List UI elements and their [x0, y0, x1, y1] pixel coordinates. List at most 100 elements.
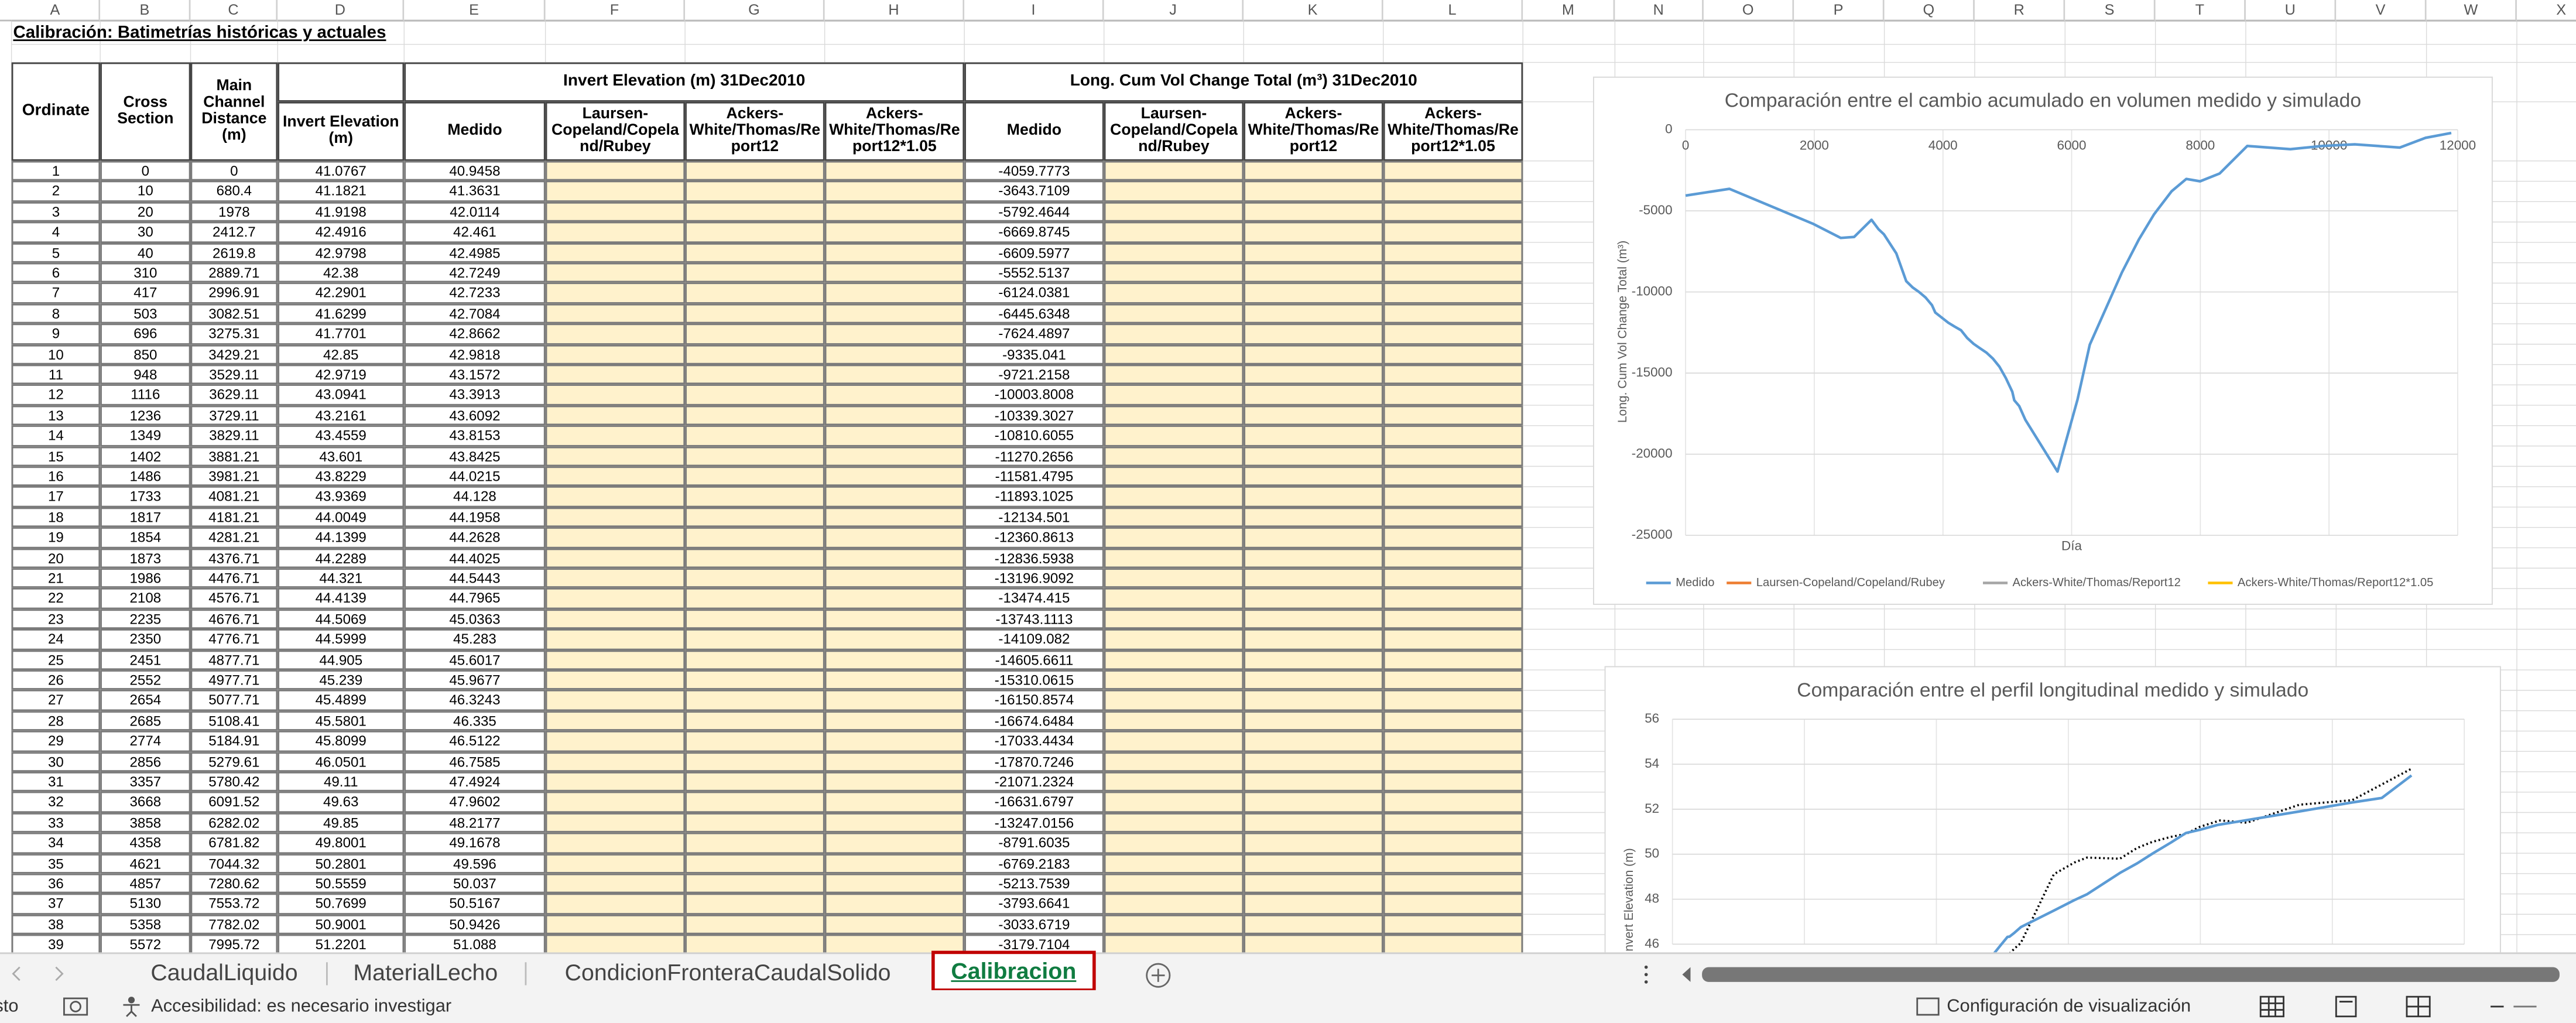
- table-cell: 46.335: [404, 710, 546, 731]
- table-cell: 42.8662: [404, 323, 546, 344]
- sheet-tab[interactable]: CondicionFronteraCaudalSolido: [564, 959, 891, 986]
- sheet-tab[interactable]: Calibracion: [931, 950, 1096, 992]
- table-cell: 5358: [100, 914, 191, 935]
- normal-view[interactable]: [2259, 995, 2284, 1018]
- prev-sheet[interactable]: [12, 966, 20, 981]
- y-axis-label: Invert Elevation (m): [1622, 848, 1636, 954]
- empty-cell: [824, 548, 965, 569]
- table-cell: 1486: [100, 466, 191, 487]
- table-cell: 3881.21: [190, 446, 278, 467]
- next-sheet[interactable]: [55, 966, 64, 981]
- empty-cell: [1383, 710, 1523, 731]
- table-cell: -10003.8008: [964, 385, 1104, 406]
- table-cell: -21071.2324: [964, 771, 1104, 792]
- empty-cell: [1104, 507, 1244, 528]
- empty-cell: [1244, 385, 1383, 406]
- empty-cell: [545, 262, 686, 283]
- empty-cell: [685, 405, 825, 426]
- empty-cell: [824, 588, 965, 609]
- table-cell: 44.1958: [404, 507, 546, 528]
- empty-cell: [1244, 894, 1383, 915]
- empty-cell: [1104, 548, 1244, 569]
- table-cell: 3: [11, 201, 101, 223]
- legend-label: Laursen-Copeland/Copeland/Rubey: [1756, 576, 1945, 589]
- view-settings-icon[interactable]: [1916, 997, 1942, 1018]
- table-cell: 3529.11: [190, 364, 278, 385]
- empty-cell: [685, 935, 825, 955]
- y-tick-label: 46: [1645, 936, 1659, 950]
- page-break-view[interactable]: [2406, 995, 2431, 1018]
- empty-cell: [545, 568, 686, 589]
- empty-cell: [824, 446, 965, 467]
- table-cell: 2108: [100, 588, 191, 609]
- column-letter: K: [1244, 0, 1383, 22]
- table-cell: 41.9198: [278, 201, 405, 223]
- empty-cell: [1104, 649, 1244, 670]
- empty-cell: [1104, 385, 1244, 406]
- column-header: Medido: [964, 101, 1104, 161]
- empty-cell: [1383, 446, 1523, 467]
- empty-cell: [1244, 731, 1383, 752]
- empty-cell: [545, 649, 686, 670]
- scroll-left[interactable]: [1682, 967, 1691, 982]
- add-sheet[interactable]: [1146, 963, 1171, 988]
- empty-cell: [685, 731, 825, 752]
- empty-cell: [824, 690, 965, 711]
- macro-icon[interactable]: [63, 995, 93, 1018]
- page-layout-view[interactable]: [2335, 995, 2357, 1018]
- empty-cell: [824, 670, 965, 690]
- column-letter: N: [1615, 0, 1704, 22]
- table-cell: 5780.42: [190, 771, 278, 792]
- table-cell: 50.037: [404, 873, 546, 894]
- scrollbar-thumb[interactable]: [1702, 967, 2560, 982]
- table-cell: 4776.71: [190, 629, 278, 650]
- empty-cell: [1104, 629, 1244, 650]
- empty-cell: [1104, 771, 1244, 792]
- empty-cell: [824, 487, 965, 507]
- empty-cell: [1104, 914, 1244, 935]
- empty-cell: [685, 283, 825, 304]
- column-letter: X: [2516, 0, 2576, 22]
- table-cell: 40: [100, 242, 191, 263]
- table-cell: 36: [11, 873, 101, 894]
- empty-cell: [545, 160, 686, 182]
- empty-cell: [1104, 201, 1244, 223]
- empty-cell: [824, 771, 965, 792]
- empty-cell: [824, 507, 965, 528]
- table-cell: 0: [100, 160, 191, 182]
- table-cell: 42.9798: [278, 242, 405, 263]
- more-dot[interactable]: [1644, 965, 1648, 969]
- table-cell: 2350: [100, 629, 191, 650]
- empty-cell: [1244, 364, 1383, 385]
- table-cell: 38: [11, 914, 101, 935]
- view-settings[interactable]: Configuración de visualización: [1947, 997, 2191, 1017]
- empty-cell: [1244, 303, 1383, 324]
- table-cell: -6769.2183: [964, 853, 1104, 874]
- sheet-tab[interactable]: CaudalLiquido: [150, 959, 298, 986]
- accessibility-status[interactable]: Accesibilidad: es necesario investigar: [151, 997, 452, 1017]
- empty-cell: [824, 222, 965, 242]
- empty-cell: [1104, 527, 1244, 548]
- table-cell: 7044.32: [190, 853, 278, 874]
- table-cell: 4376.71: [190, 548, 278, 569]
- chart-title: Comparación entre el perfil longitudinal…: [1797, 679, 2308, 701]
- empty-cell: [1383, 548, 1523, 569]
- table-cell: 50.7699: [278, 894, 405, 915]
- table-cell: 5279.61: [190, 751, 278, 772]
- x-tick-label: 12000: [2440, 138, 2476, 152]
- empty-cell: [824, 894, 965, 915]
- empty-cell: [1104, 812, 1244, 833]
- chart-title: Comparación entre el cambio acumulado en…: [1725, 90, 2361, 112]
- table-cell: 30: [11, 751, 101, 772]
- table-cell: 3629.11: [190, 385, 278, 406]
- table-cell: 45.8099: [278, 731, 405, 752]
- table-cell: 7280.62: [190, 873, 278, 894]
- table-cell: 5: [11, 242, 101, 263]
- table-cell: 2552: [100, 670, 191, 690]
- sheet-tab[interactable]: MaterialLecho: [353, 959, 498, 986]
- empty-cell: [1104, 425, 1244, 446]
- table-cell: 44.905: [278, 649, 405, 670]
- column-header: Invert Elevation (m): [278, 101, 405, 161]
- table-cell: 4181.21: [190, 507, 278, 528]
- accessibility-icon[interactable]: [120, 995, 146, 1018]
